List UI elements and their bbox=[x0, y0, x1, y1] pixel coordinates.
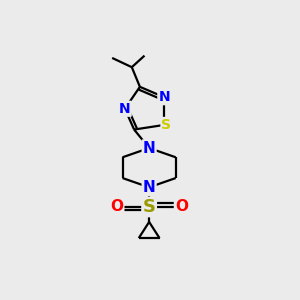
Text: S: S bbox=[161, 118, 172, 132]
Text: O: O bbox=[110, 200, 123, 214]
Text: N: N bbox=[158, 90, 170, 104]
Text: N: N bbox=[143, 180, 155, 195]
Text: O: O bbox=[175, 200, 188, 214]
Text: N: N bbox=[119, 102, 131, 116]
Text: S: S bbox=[142, 198, 156, 216]
Text: N: N bbox=[143, 140, 155, 155]
